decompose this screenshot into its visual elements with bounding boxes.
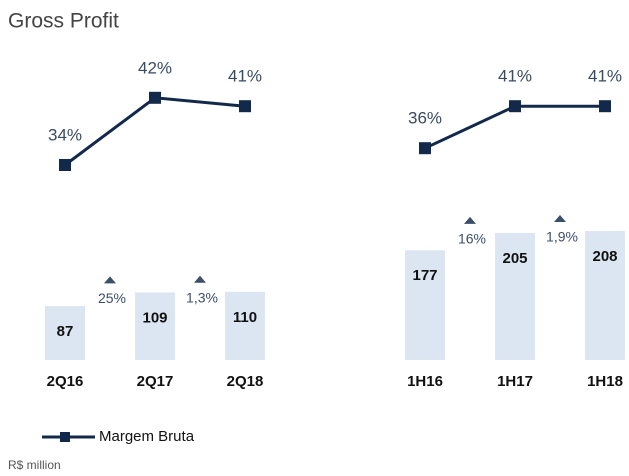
x-tick-label: 1H17 bbox=[497, 373, 533, 390]
bar-value-label: 208 bbox=[592, 248, 617, 265]
bar-value-label: 87 bbox=[57, 323, 74, 340]
bar-value-label: 110 bbox=[233, 309, 257, 326]
line-marker bbox=[509, 100, 521, 113]
x-tick-label: 1H16 bbox=[407, 373, 443, 390]
bar-value-label: 109 bbox=[142, 309, 167, 326]
growth-marker bbox=[464, 216, 476, 224]
bar-value-label: 177 bbox=[412, 267, 437, 284]
bar-value-label: 205 bbox=[502, 250, 527, 267]
growth-label: 16% bbox=[458, 231, 486, 247]
growth-marker bbox=[104, 276, 116, 284]
x-tick-label: 2Q18 bbox=[227, 373, 264, 390]
x-tick-label: 1H18 bbox=[587, 373, 623, 390]
growth-label: 25% bbox=[98, 290, 126, 306]
line-marker bbox=[419, 142, 431, 155]
x-tick-label: 2Q17 bbox=[137, 373, 174, 390]
line bbox=[424, 104, 605, 150]
x-tick-label: 2Q16 bbox=[47, 373, 84, 390]
legend-label: Margem Bruta bbox=[99, 428, 195, 445]
growth-marker bbox=[194, 275, 206, 283]
legend-marker bbox=[60, 432, 70, 442]
footnote: R$ million bbox=[8, 458, 61, 472]
line-value-label: 36% bbox=[408, 109, 442, 128]
bar bbox=[135, 292, 175, 360]
line-marker bbox=[239, 100, 251, 113]
bar bbox=[495, 232, 535, 360]
bar bbox=[585, 231, 625, 360]
line-value-label: 34% bbox=[48, 125, 82, 144]
line-marker bbox=[149, 91, 161, 104]
line-value-label: 42% bbox=[138, 58, 172, 77]
line-value-label: 41% bbox=[498, 67, 532, 86]
growth-label: 1,3% bbox=[186, 290, 218, 306]
growth-label: 1,9% bbox=[546, 229, 578, 245]
line bbox=[64, 96, 246, 167]
growth-marker bbox=[554, 215, 566, 223]
line-value-label: 41% bbox=[228, 67, 262, 86]
bar bbox=[225, 291, 265, 360]
line-value-label: 41% bbox=[588, 67, 622, 86]
bar bbox=[405, 250, 445, 360]
bar bbox=[45, 306, 85, 360]
line-marker bbox=[59, 159, 71, 171]
line-marker bbox=[599, 100, 611, 113]
chart-title: Gross Profit bbox=[8, 10, 119, 33]
